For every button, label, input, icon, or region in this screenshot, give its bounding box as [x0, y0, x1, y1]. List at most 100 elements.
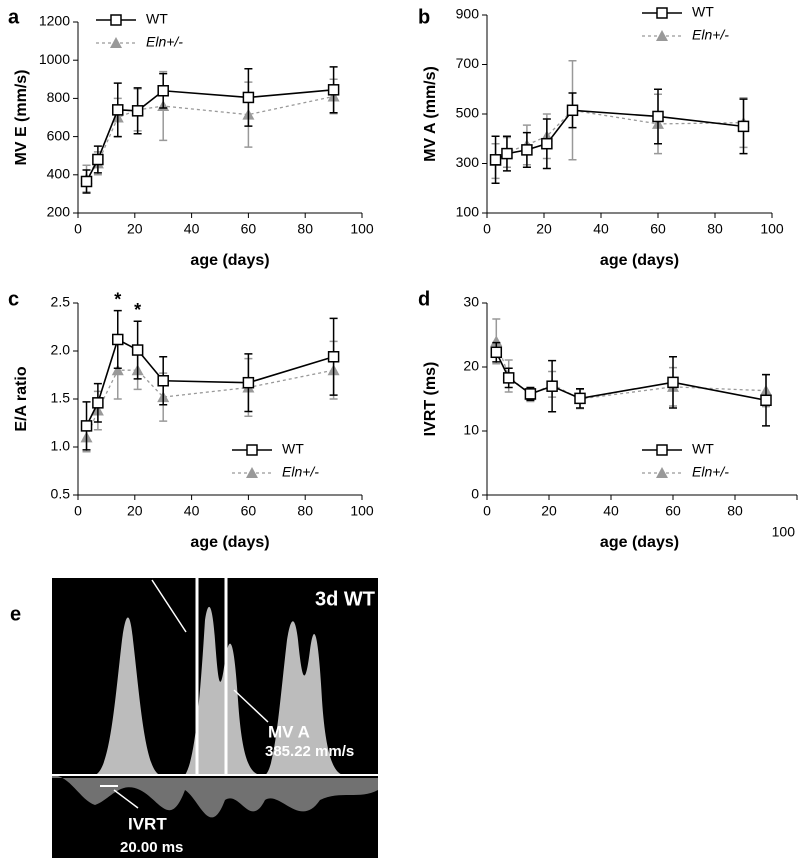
marker [157, 375, 169, 387]
series-line [495, 109, 744, 161]
y-tick-label: 0 [471, 486, 479, 502]
x-tick-label: 80 [297, 503, 313, 519]
marker [541, 137, 553, 150]
x-tick-label: 60 [241, 503, 257, 519]
x-tick-label: 40 [184, 503, 200, 519]
y-tick-label: 2.5 [51, 294, 71, 310]
y-tick-label: 30 [463, 294, 479, 310]
x-tick-label: 40 [184, 221, 200, 237]
series-line [495, 351, 767, 402]
panel-label: c [8, 288, 19, 310]
legend-label: Eln+/- [146, 34, 183, 50]
y-axis-title: IVRT (ms) [422, 362, 439, 437]
series-line [85, 95, 334, 180]
x-tick-label: 20 [127, 221, 143, 237]
y-axis-title: MV A (mm/s) [422, 66, 439, 162]
series-line [85, 338, 334, 427]
x-tick-label: 0 [74, 503, 82, 519]
y-tick-label: 2.0 [51, 342, 71, 358]
x-tick-label: 80 [707, 221, 723, 237]
y-axis-title: MV E (mm/s) [13, 69, 30, 165]
marker [327, 351, 340, 363]
x-axis-title: age (days) [600, 252, 679, 269]
panel-label: d [418, 288, 430, 310]
marker [111, 364, 124, 376]
annotation: MV A [268, 722, 310, 741]
legend-marker [110, 37, 122, 48]
marker [80, 420, 93, 432]
legend-marker [656, 30, 668, 41]
doppler-panel: e 3d WT MV E 421.43 mm/s MV A 385.22 mm/… [10, 447, 378, 858]
legend-marker [110, 14, 122, 26]
x-tick-label: 60 [650, 221, 666, 237]
marker [131, 344, 144, 356]
marker [157, 85, 169, 97]
y-tick-label: 900 [456, 6, 480, 22]
legend-marker [656, 7, 668, 19]
legend-marker [246, 467, 258, 478]
marker [242, 91, 255, 104]
series-line [495, 109, 744, 162]
panel-label: e [10, 603, 21, 625]
annotation: * [134, 300, 141, 320]
chart: c 0.5 1.0 1.5 2.0 2.5 0 20 40 60 80 100 age (days) E/… [8, 288, 374, 551]
marker [112, 333, 124, 346]
marker [521, 144, 533, 156]
marker [574, 392, 586, 405]
x-tick-label: 60 [241, 221, 257, 237]
y-tick-label: 700 [456, 55, 480, 71]
marker [502, 372, 515, 384]
x-axis-title: age (days) [190, 534, 269, 551]
y-tick-label: 20 [463, 358, 479, 374]
marker [242, 376, 255, 389]
marker [92, 153, 104, 166]
legend-label: Eln+/- [692, 27, 729, 43]
y-tick-label: 0.5 [51, 486, 71, 502]
x-axis-title: age (days) [190, 252, 269, 269]
marker [524, 388, 537, 400]
y-tick-label: 100 [456, 204, 480, 220]
x-tick-label: 100 [350, 503, 374, 519]
marker [490, 335, 503, 347]
arrows [100, 447, 269, 809]
y-tick-label: 1.0 [51, 438, 71, 454]
marker [80, 175, 93, 188]
x-tick-label: 20 [541, 503, 557, 519]
marker [327, 84, 340, 96]
y-tick-label: 1.5 [51, 390, 71, 406]
y-tick-label: 1000 [39, 51, 70, 67]
marker [92, 397, 104, 409]
marker [112, 104, 124, 116]
panel-label: b [418, 6, 430, 28]
x-tick-label: 0 [483, 221, 491, 237]
legend-label: Eln+/- [692, 464, 729, 480]
x-tick-label: 60 [665, 503, 681, 519]
annotation: * [114, 289, 121, 309]
x-tick-label: 0 [483, 503, 491, 519]
legend-label: WT [692, 441, 714, 457]
x-tick-label: 100 [350, 221, 374, 237]
y-axis-title: E/A ratio [13, 366, 30, 431]
panel-label: a [8, 6, 20, 28]
legend-label: WT [692, 4, 714, 20]
annotation: 385.22 mm/s [265, 743, 354, 760]
x-tick-label: 20 [536, 221, 552, 237]
legend-label: WT [146, 11, 168, 27]
x-tick-label: 80 [727, 503, 743, 519]
x-tick-label: 40 [603, 503, 619, 519]
marker [652, 110, 664, 123]
x-tick-label: 40 [593, 221, 609, 237]
y-tick-label: 300 [456, 154, 480, 170]
legend-label: Eln+/- [282, 464, 319, 480]
y-tick-label: 10 [463, 422, 479, 438]
marker [667, 376, 679, 389]
x-tick-label: 0 [74, 221, 82, 237]
chart: b 100 300 500 700 900 0 20 40 60 80 100 age (days) MV… [418, 4, 784, 270]
chart: a 200 400 600 800 1000 1200 0 20 40 60 80 100 age (da… [8, 6, 374, 269]
x-tick-label: 100 [760, 221, 784, 237]
marker [489, 154, 502, 166]
annotation: MV E [88, 539, 130, 558]
annotation: IVRT [128, 814, 167, 833]
marker [737, 120, 750, 133]
